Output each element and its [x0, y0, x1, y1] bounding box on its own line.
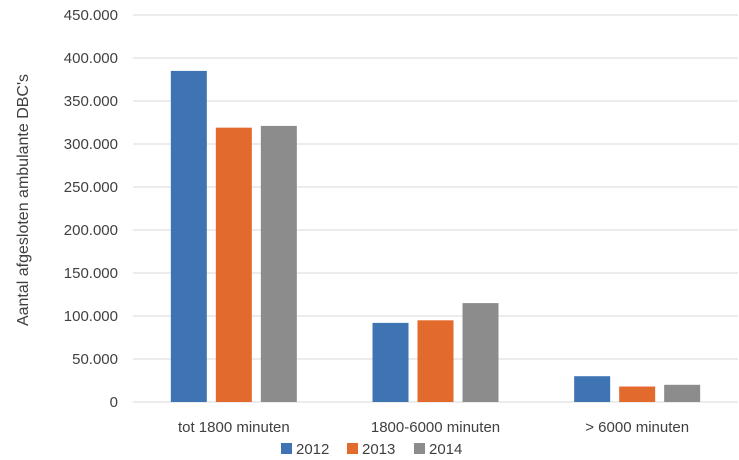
- legend-label: 2012: [296, 441, 329, 458]
- legend-swatch-2014: [414, 443, 425, 454]
- y-tick-label: 100.000: [64, 308, 118, 325]
- y-tick-label: 0: [110, 394, 118, 411]
- bar-2012-1: [170, 70, 207, 403]
- y-tick-label: 200.000: [64, 222, 118, 239]
- bar-2012-3: [574, 376, 611, 402]
- bar-2013-3: [619, 386, 656, 402]
- bar-2013-2: [417, 320, 454, 402]
- bar-2012-2: [372, 322, 409, 402]
- x-category-label: 1800-6000 minuten: [371, 419, 500, 436]
- legend-swatch-2012: [281, 443, 292, 454]
- y-tick-label: 250.000: [64, 179, 118, 196]
- legend-swatch-2013: [347, 443, 358, 454]
- y-tick-label: 50.000: [72, 351, 118, 368]
- x-axis-categories: tot 1800 minuten 1800-6000 minuten > 6000 …: [178, 419, 689, 436]
- x-category-label: > 6000 minuten: [585, 419, 689, 436]
- y-tick-label: 450.000: [64, 7, 118, 24]
- y-axis-label: Aantal afgesloten ambulante DBC's: [15, 74, 32, 326]
- bars: [170, 70, 701, 403]
- x-category-label: tot 1800 minuten: [178, 419, 290, 436]
- bar-2014-2: [462, 303, 499, 402]
- bar-2014-1: [260, 125, 297, 402]
- legend-label: 2013: [362, 441, 395, 458]
- y-axis-ticks: 0 50.000 100.000 150.000 200.000 250.000 300.0…: [64, 7, 118, 411]
- bar-2013-1: [215, 127, 252, 402]
- legend: 2012 2013 2014: [281, 441, 462, 458]
- y-tick-label: 350.000: [64, 93, 118, 110]
- y-tick-label: 400.000: [64, 50, 118, 67]
- y-tick-label: 300.000: [64, 136, 118, 153]
- legend-label: 2014: [429, 441, 462, 458]
- y-tick-label: 150.000: [64, 265, 118, 282]
- bar-2014-3: [664, 384, 701, 402]
